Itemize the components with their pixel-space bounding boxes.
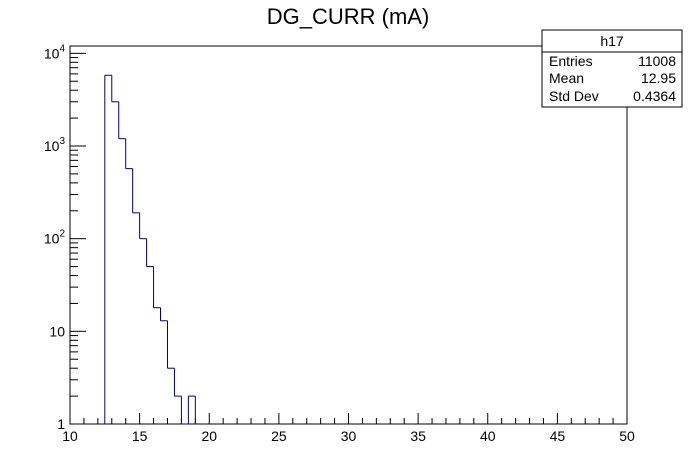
- x-tick-label: 35: [410, 428, 426, 444]
- x-tick-label: 50: [619, 428, 635, 444]
- x-axis: 10 15 20 25 30 35 40 45 50: [62, 413, 635, 444]
- stats-stddev-label: Std Dev: [549, 88, 599, 104]
- y-axis: 1 10 102 103 104: [44, 43, 86, 432]
- stats-mean-label: Mean: [549, 70, 584, 86]
- stats-entries-label: Entries: [549, 53, 593, 69]
- y-tick-label: 104: [44, 43, 66, 61]
- stats-box-name: h17: [600, 33, 624, 49]
- chart-title: DG_CURR (mA): [267, 4, 430, 29]
- x-tick-label: 10: [62, 428, 78, 444]
- stats-mean-value: 12.95: [641, 70, 676, 86]
- stats-box: h17 Entries 11008 Mean 12.95 Std Dev 0.4…: [541, 29, 683, 108]
- y-tick-label: 10: [49, 323, 65, 339]
- x-tick-label: 15: [132, 428, 148, 444]
- histogram-series: [104, 74, 196, 425]
- x-tick-label: 30: [341, 428, 357, 444]
- y-tick-label: 103: [44, 136, 66, 154]
- y-tick-label: 102: [44, 229, 66, 247]
- stats-stddev-value: 0.4364: [633, 88, 676, 104]
- x-tick-label: 45: [550, 428, 566, 444]
- stats-box-frame: [541, 29, 683, 108]
- x-tick-label: 25: [271, 428, 287, 444]
- y-tick-label: 1: [57, 416, 65, 432]
- x-tick-label: 20: [201, 428, 217, 444]
- stats-entries-value: 11008: [638, 53, 676, 69]
- x-tick-label: 40: [480, 428, 496, 444]
